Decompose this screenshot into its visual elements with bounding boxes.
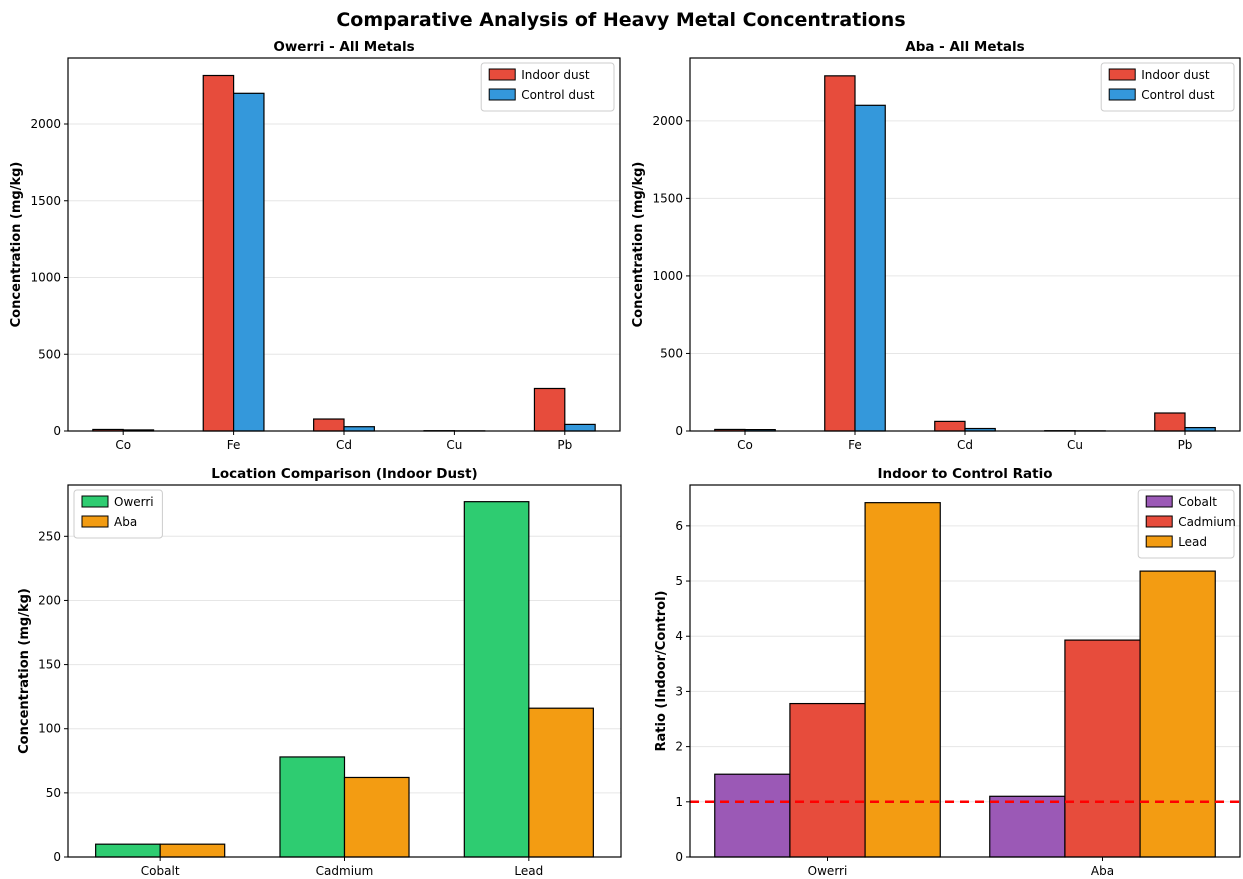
bar-ratio-lead-aba: [1139, 570, 1216, 858]
x-tick-label: Cd: [957, 438, 973, 452]
x-tick-label: Lead: [514, 864, 543, 878]
legend-swatch: [1145, 515, 1173, 528]
plot-frame: [67, 57, 621, 432]
legend-swatch: [1108, 88, 1136, 101]
bar-ratio-lead-owerri: [864, 502, 941, 858]
y-axis-label: Concentration (mg/kg): [17, 588, 32, 754]
bar-location-owerri-lead: [463, 501, 530, 858]
y-tick-label: 4: [675, 629, 683, 643]
y-tick-label: 5: [675, 574, 683, 588]
legend-label: Owerri: [114, 495, 154, 509]
bar-location-aba-lead: [528, 707, 594, 858]
bar-owerri-indoor-dust-fe: [202, 74, 235, 432]
y-tick-label: 1000: [652, 269, 683, 283]
x-tick-label: Cu: [1067, 438, 1083, 452]
legend-swatch: [81, 495, 109, 508]
bar-location-owerri-cadmium: [279, 756, 346, 858]
legend-label: Cadmium: [1178, 515, 1236, 529]
y-tick-label: 1500: [30, 194, 61, 208]
bar-owerri-control-dust-fe: [233, 92, 265, 432]
chart-title: Indoor to Control Ratio: [878, 466, 1053, 482]
legend-label: Lead: [1178, 535, 1207, 549]
x-tick-label: Cd: [336, 438, 352, 452]
x-tick-label: Fe: [848, 438, 862, 452]
bar-owerri-indoor-dust-cd: [313, 418, 345, 432]
y-tick-label: 250: [38, 529, 61, 543]
x-tick-label: Cu: [446, 438, 462, 452]
y-tick-label: 150: [38, 658, 61, 672]
legend-label: Control dust: [521, 88, 595, 102]
legend-swatch: [1145, 535, 1173, 548]
x-tick-label: Co: [115, 438, 131, 452]
bar-location-aba-cobalt: [159, 843, 226, 858]
x-tick-label: Pb: [557, 438, 572, 452]
chart-title: Aba - All Metals: [905, 39, 1024, 55]
figure-title: Comparative Analysis of Heavy Metal Conc…: [336, 9, 905, 31]
bar-aba-control-dust-fe: [854, 104, 886, 432]
bar-owerri-control-dust-cd: [343, 426, 375, 432]
legend-swatch: [81, 515, 109, 528]
bar-location-owerri-cobalt: [95, 843, 161, 858]
bar-ratio-cadmium-owerri: [789, 702, 866, 858]
chart-title: Location Comparison (Indoor Dust): [211, 466, 477, 482]
y-axis-label: Concentration (mg/kg): [631, 162, 646, 328]
y-tick-label: 2: [675, 740, 683, 754]
plot-frame: [67, 484, 622, 858]
y-tick-label: 500: [660, 346, 683, 360]
x-tick-label: Aba: [1091, 864, 1114, 878]
y-tick-label: 0: [53, 424, 61, 438]
legend-label: Control dust: [1141, 88, 1215, 102]
x-tick-label: Co: [737, 438, 753, 452]
legend-label: Aba: [114, 515, 137, 529]
y-tick-label: 6: [675, 519, 683, 533]
x-tick-label: Cadmium: [316, 864, 374, 878]
x-tick-label: Cobalt: [141, 864, 180, 878]
y-tick-label: 1500: [652, 191, 683, 205]
bar-aba-indoor-dust-fe: [824, 75, 856, 432]
y-tick-label: 1: [675, 795, 683, 809]
bar-owerri-control-dust-pb: [564, 423, 596, 432]
y-axis-label: Concentration (mg/kg): [9, 162, 24, 328]
bar-location-aba-cadmium: [343, 776, 410, 858]
legend-swatch: [488, 88, 516, 101]
legend-label: Indoor dust: [521, 68, 590, 82]
y-tick-label: 0: [53, 850, 61, 864]
bar-aba-indoor-dust-cd: [934, 420, 966, 432]
plot-frame: [689, 57, 1241, 432]
chart-title: Owerri - All Metals: [273, 39, 414, 55]
legend-swatch: [1108, 68, 1136, 81]
legend-label: Cobalt: [1178, 495, 1217, 509]
legend-swatch: [488, 68, 516, 81]
y-tick-label: 1000: [30, 271, 61, 285]
y-tick-label: 500: [38, 347, 61, 361]
legend-swatch: [1145, 495, 1173, 508]
y-tick-label: 0: [675, 850, 683, 864]
x-tick-label: Pb: [1178, 438, 1193, 452]
bar-owerri-indoor-dust-pb: [533, 387, 566, 432]
y-axis-label: Ratio (Indoor/Control): [654, 591, 669, 752]
plot-frame: [689, 484, 1241, 858]
y-tick-label: 50: [46, 786, 61, 800]
y-tick-label: 100: [38, 722, 61, 736]
y-tick-label: 3: [675, 684, 683, 698]
y-tick-label: 2000: [30, 117, 61, 131]
bar-ratio-cobalt-owerri: [714, 773, 791, 858]
bar-aba-indoor-dust-pb: [1154, 412, 1186, 432]
y-tick-label: 0: [675, 424, 683, 438]
legend-label: Indoor dust: [1141, 68, 1210, 82]
x-tick-label: Fe: [227, 438, 241, 452]
bar-ratio-cadmium-aba: [1064, 639, 1141, 858]
y-tick-label: 2000: [652, 114, 683, 128]
y-tick-label: 200: [38, 593, 61, 607]
x-tick-label: Owerri: [808, 864, 848, 878]
bar-ratio-cobalt-aba: [989, 795, 1066, 858]
